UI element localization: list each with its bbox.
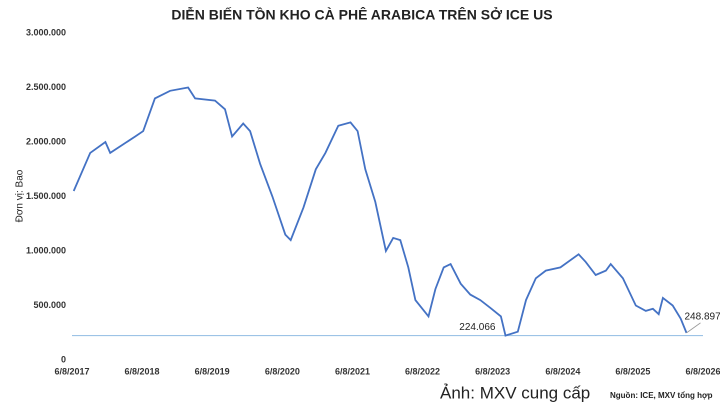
y-tick-label: 3.000.000 bbox=[26, 27, 66, 37]
x-tick-label: 6/8/2023 bbox=[475, 366, 510, 376]
annotation-label: 248.897 bbox=[684, 312, 720, 323]
source: Nguồn: ICE, MXV tổng hợp bbox=[610, 391, 713, 400]
x-tick-label: 6/8/2018 bbox=[125, 366, 160, 376]
x-tick-label: 6/8/2022 bbox=[405, 366, 440, 376]
y-tick-label: 2.000.000 bbox=[26, 136, 66, 146]
y-tick-label: 0 bbox=[61, 354, 66, 364]
x-tick-label: 6/8/2026 bbox=[685, 366, 720, 376]
photo-credit: Ảnh: MXV cung cấp bbox=[440, 383, 590, 402]
chart-title: DIỄN BIẾN TỒN KHO CÀ PHÊ ARABICA TRÊN SỞ… bbox=[171, 6, 552, 23]
y-axis-label: Đơn vị: Bao bbox=[15, 169, 26, 222]
x-tick-label: 6/8/2019 bbox=[195, 366, 230, 376]
y-tick-label: 500.000 bbox=[33, 300, 66, 310]
y-tick-label: 1.500.000 bbox=[26, 191, 66, 201]
y-tick-label: 1.000.000 bbox=[26, 245, 66, 255]
x-tick-label: 6/8/2025 bbox=[615, 366, 650, 376]
x-tick-label: 6/8/2017 bbox=[54, 366, 89, 376]
data-line bbox=[72, 86, 688, 337]
x-tick-label: 6/8/2020 bbox=[265, 366, 300, 376]
y-tick-label: 2.500.000 bbox=[26, 82, 66, 92]
annotation-label: 224.066 bbox=[459, 322, 496, 333]
x-tick-label: 6/8/2024 bbox=[545, 366, 580, 376]
x-tick-label: 6/8/2021 bbox=[335, 366, 370, 376]
annotation-leader bbox=[686, 322, 701, 334]
